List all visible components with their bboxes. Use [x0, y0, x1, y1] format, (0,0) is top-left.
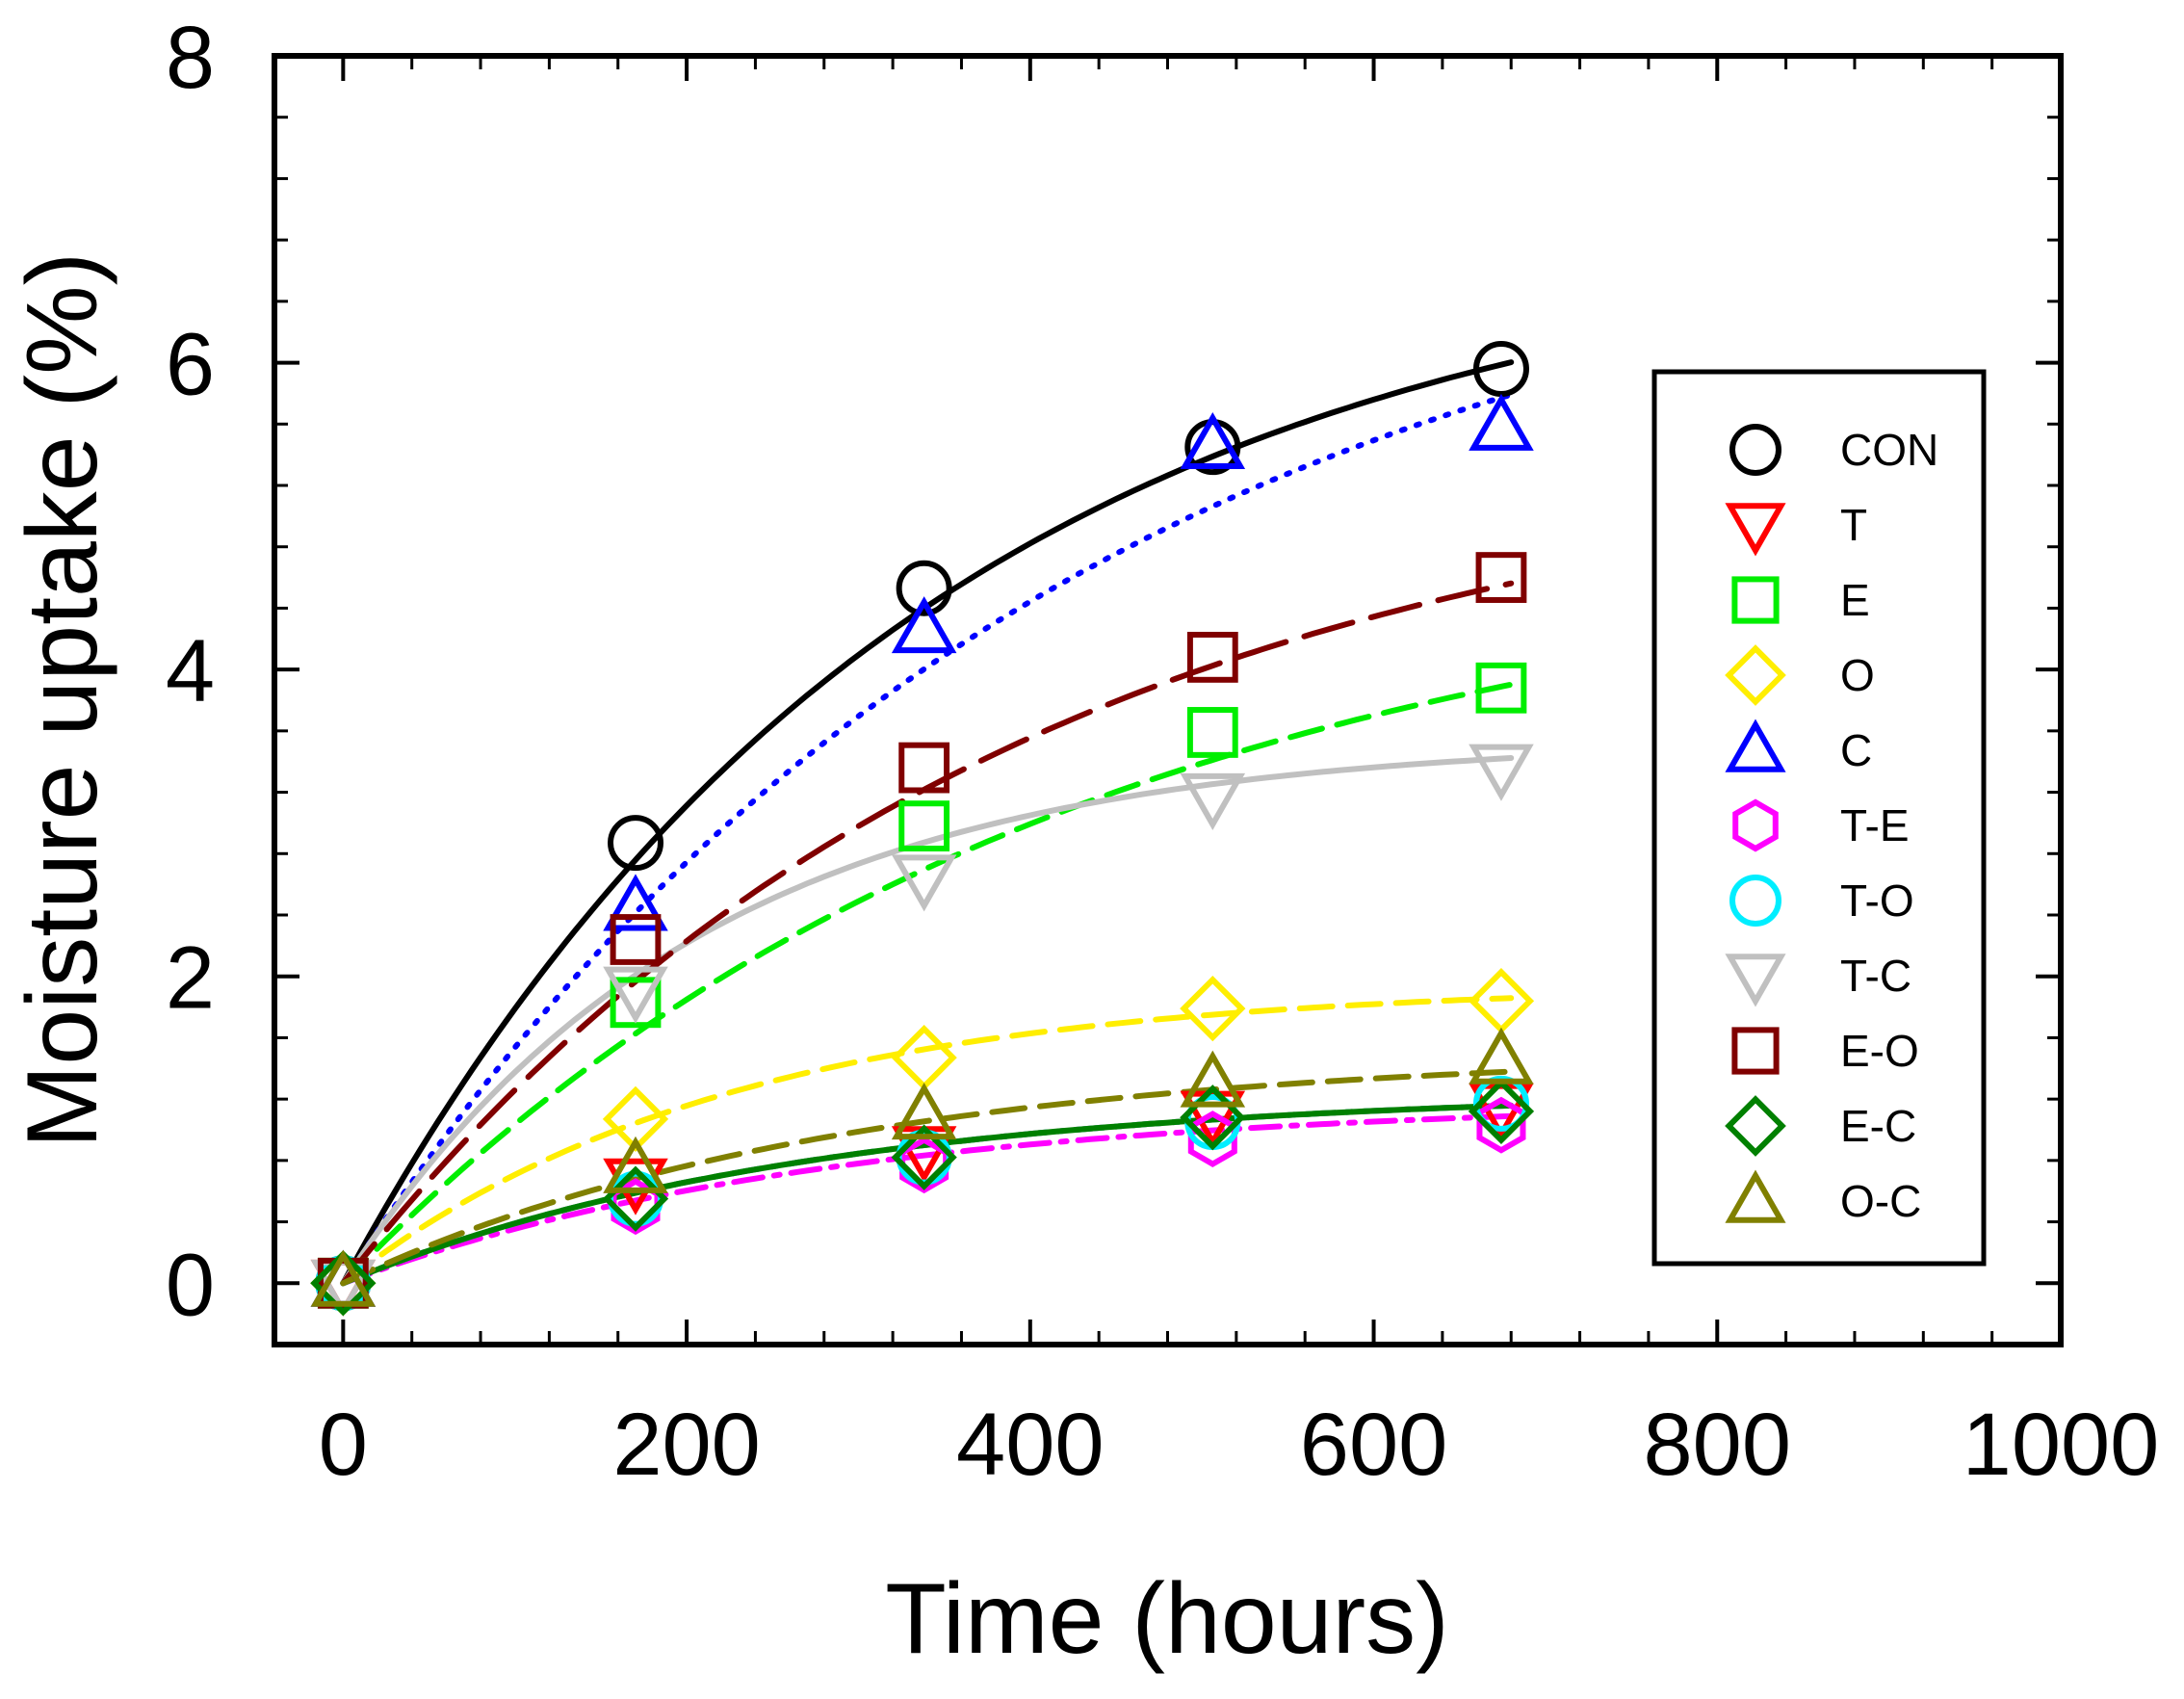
marker-con [896, 560, 952, 616]
x-tick-labels: 0 200 400 600 800 1000 [319, 1396, 2160, 1494]
legend-label-t-c: T-C [1840, 951, 1911, 1001]
marker-t-c [603, 966, 668, 1024]
marker-e [1186, 707, 1238, 758]
legend-label-o: O [1840, 650, 1875, 700]
marker-e-o [1186, 632, 1238, 683]
marker-t-c [1180, 772, 1246, 830]
legend-marker-o-c [1725, 1169, 1786, 1223]
y-axis-title: Moisture uptake (%) [7, 252, 118, 1149]
x-axis-title: Time (hours) [885, 1563, 1449, 1675]
legend-marker-e-o [1731, 1027, 1780, 1075]
axis-ticks [274, 54, 2063, 1345]
marker-o-c [603, 1136, 668, 1193]
marker-o-c [1469, 1027, 1534, 1085]
legend-marker-con [1729, 424, 1781, 476]
y-tick-label: 0 [166, 1236, 215, 1334]
x-tick-label: 200 [612, 1396, 761, 1494]
legend-marker-e [1731, 576, 1780, 624]
marker-c [1180, 411, 1246, 470]
legend-label-e: E [1840, 575, 1870, 625]
legend-label-e-c: E-C [1840, 1101, 1916, 1151]
fit-curve-e [340, 681, 1515, 1287]
fit-curve-c [340, 391, 1515, 1287]
marker-e-c [891, 1124, 957, 1190]
x-tick-label: 1000 [1963, 1396, 2160, 1494]
marker-e-c [310, 1250, 377, 1317]
data-markers [310, 340, 1535, 1317]
legend-label-t-o: T-O [1840, 876, 1914, 926]
legend-marker-c [1725, 719, 1786, 772]
marker-e-o [610, 914, 662, 965]
marker-e-o [898, 742, 950, 794]
marker-e-c [1468, 1078, 1535, 1145]
legend-box [1651, 369, 1987, 1267]
fit-curve-o-c [340, 1068, 1515, 1287]
fit-curve-t-e [340, 1112, 1515, 1287]
fit-curve-t-c [340, 755, 1515, 1287]
marker-t [1180, 1090, 1246, 1148]
marker-o-c [310, 1249, 377, 1307]
marker-e [1475, 662, 1527, 714]
y-tick-label: 8 [166, 9, 215, 107]
legend-marker-t-e [1732, 798, 1779, 852]
legend-marker-o [1725, 644, 1786, 706]
marker-o [1180, 976, 1246, 1042]
marker-e [898, 800, 950, 852]
legend-label-o-c: O-C [1840, 1176, 1921, 1226]
y-tick-labels: 0 2 4 6 8 [166, 9, 215, 1334]
marker-con [608, 815, 663, 872]
legend-label-t: T [1840, 500, 1867, 550]
marker-t-c [891, 854, 957, 912]
legend-marker-t [1725, 503, 1786, 557]
x-tick-label: 400 [956, 1396, 1105, 1494]
legend-marker-e-c [1725, 1095, 1786, 1157]
legend-marker-t-o [1729, 875, 1781, 927]
x-tick-label: 600 [1300, 1396, 1448, 1494]
legend-marker-t-c [1725, 954, 1786, 1007]
x-tick-label: 800 [1644, 1396, 1792, 1494]
y-tick-label: 6 [166, 316, 215, 414]
marker-e-o [1475, 552, 1527, 603]
legend-label-con: CON [1840, 425, 1938, 475]
marker-c [891, 596, 957, 654]
legend-label-t-e: T-E [1840, 800, 1910, 850]
y-tick-label: 4 [166, 622, 215, 720]
legend-label-e-o: E-O [1840, 1026, 1919, 1076]
marker-e-c [1180, 1085, 1246, 1151]
legend-label-c: C [1840, 725, 1872, 775]
marker-o-c [891, 1083, 957, 1140]
marker-o-c [1180, 1050, 1246, 1108]
fit-curve-o [340, 995, 1515, 1287]
x-tick-label: 0 [319, 1396, 368, 1494]
marker-t-c [1469, 744, 1534, 801]
y-tick-label: 2 [166, 929, 215, 1028]
marker-c [603, 874, 668, 931]
marker-e [610, 977, 662, 1029]
marker-c [1469, 393, 1534, 451]
